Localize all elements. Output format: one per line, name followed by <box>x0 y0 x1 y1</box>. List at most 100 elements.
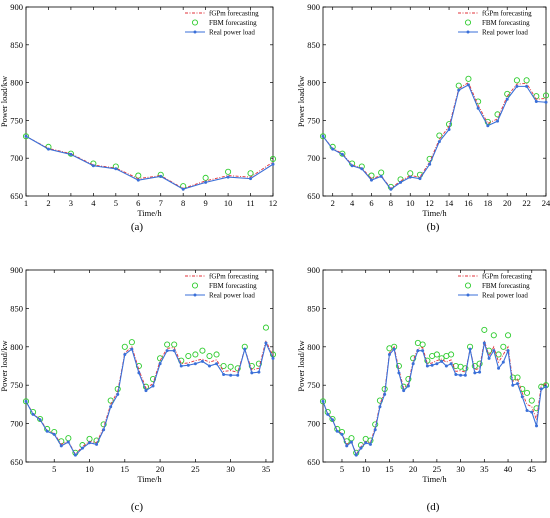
fbm-point <box>65 435 72 442</box>
real-point <box>457 88 461 92</box>
fbm-point <box>348 435 355 442</box>
real-point <box>91 164 95 168</box>
fbm-point <box>490 332 497 339</box>
x-tick-label: 18 <box>484 198 493 208</box>
real-point <box>430 363 434 367</box>
fbm-point <box>433 351 440 358</box>
x-axis-label: Time/h <box>137 474 162 484</box>
fbm-point <box>262 324 269 331</box>
real-point <box>165 349 169 353</box>
x-tick-label: 4 <box>91 198 96 208</box>
x-tick-label: 11 <box>246 198 254 208</box>
y-tick-label: 850 <box>307 303 320 313</box>
real-point <box>137 371 141 375</box>
y-tick-label: 850 <box>307 40 320 50</box>
y-tick-label: 700 <box>10 419 23 429</box>
real-point <box>335 429 339 433</box>
plot-frame <box>25 6 274 197</box>
real-point <box>354 453 358 457</box>
real-point <box>102 428 106 432</box>
y-tick-label: 850 <box>10 303 23 313</box>
x-tick-label: 35 <box>480 464 489 474</box>
fbm-point <box>192 351 199 358</box>
fbm-point <box>523 389 531 396</box>
x-tick-label: 8 <box>181 198 185 208</box>
fbm-point <box>227 363 234 370</box>
real-point <box>24 134 28 138</box>
real-point <box>179 364 183 368</box>
x-tick-label: 10 <box>406 198 415 208</box>
real-point <box>389 187 393 191</box>
real-point <box>473 371 477 375</box>
real-point <box>271 162 275 166</box>
real-point <box>411 362 415 366</box>
y-axis-label: Power load/kw <box>296 340 306 392</box>
fbm-point <box>500 343 507 350</box>
real-point <box>200 359 204 363</box>
panel-caption: (c) <box>131 501 144 513</box>
fbm-point <box>504 332 512 339</box>
fbm-point <box>410 355 417 362</box>
real-point <box>447 127 451 131</box>
x-tick-label: 12 <box>269 198 278 208</box>
y-tick-label: 750 <box>307 380 320 390</box>
real-point <box>226 175 230 179</box>
real-point <box>136 178 140 182</box>
real-point <box>368 442 372 446</box>
real-point <box>506 349 510 353</box>
real-point <box>399 180 403 184</box>
y-tick-label: 900 <box>10 265 23 275</box>
panel-caption: (b) <box>427 221 440 233</box>
y-axis-label: Power load/kw <box>0 75 9 127</box>
fbm-point <box>407 170 414 177</box>
real-point <box>534 100 538 103</box>
fbm-point <box>481 326 488 333</box>
real-point <box>250 371 254 375</box>
x-tick-label: 25 <box>433 464 442 474</box>
fbm-point <box>448 351 455 358</box>
x-tick-label: 5 <box>114 198 118 208</box>
fbm-point <box>206 352 213 360</box>
legend-entry-real: Real power load <box>482 29 528 37</box>
legend-entry-fgpm: fGPm forecasting <box>209 10 259 18</box>
real-point <box>544 385 548 389</box>
real-point <box>378 405 382 409</box>
x-tick-label: 20 <box>503 198 512 208</box>
y-tick-label: 750 <box>10 380 23 390</box>
chart-panel-c: 650 700 750 800 850 900 5 10 15 20 25 30 35 Time/h Pow… <box>0 265 277 513</box>
fbm-point <box>395 362 402 370</box>
real-point <box>435 362 439 366</box>
real-point <box>459 373 463 377</box>
legend-swatch-fbm <box>464 282 472 289</box>
real-point <box>326 412 330 416</box>
real-point <box>408 175 412 179</box>
legend-swatch-real-marker <box>193 293 197 297</box>
real-point <box>468 347 472 351</box>
real-line <box>322 342 547 457</box>
real-point <box>88 441 92 445</box>
fbm-point <box>202 174 209 181</box>
real-point <box>321 134 325 138</box>
real-point <box>497 366 501 370</box>
fbm-point <box>86 435 93 443</box>
fbm-point <box>185 352 192 360</box>
x-tick-label: 16 <box>464 198 473 208</box>
y-tick-label: 700 <box>307 153 320 163</box>
x-tick-label: 8 <box>389 198 393 208</box>
real-point <box>525 84 529 88</box>
real-point <box>360 167 364 171</box>
real-point <box>428 162 432 166</box>
y-tick-label: 650 <box>10 457 23 467</box>
real-point <box>109 405 113 409</box>
y-tick-label: 700 <box>10 153 23 163</box>
real-point <box>144 389 148 393</box>
y-tick-label: 750 <box>10 115 23 125</box>
legend-entry-fbm: FBM forecasting <box>209 282 257 290</box>
real-point <box>418 177 422 181</box>
fbm-point <box>213 351 220 358</box>
real-point <box>340 152 344 156</box>
